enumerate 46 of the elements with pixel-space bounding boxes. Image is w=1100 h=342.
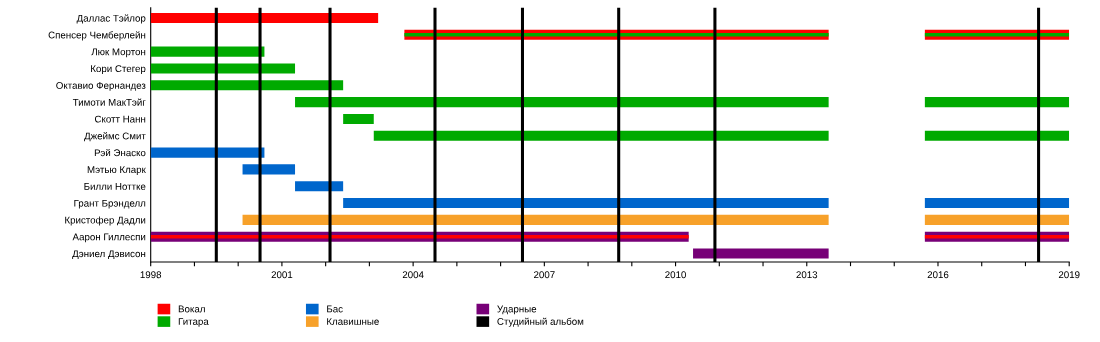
bar: [924, 97, 1070, 108]
x-tick-label: 1998: [140, 271, 162, 279]
y-tick-label: Октавио Фернандез: [56, 82, 146, 91]
bar: [343, 113, 374, 124]
legend-label: Бас: [327, 305, 343, 313]
y-tick-label: Кори Стегер: [91, 65, 146, 74]
x-tick-label: 2010: [665, 271, 686, 279]
y-tick-label: Мэтью Кларк: [87, 166, 146, 175]
bar: [150, 80, 344, 91]
bar: [373, 130, 829, 141]
bar: [343, 198, 829, 209]
bar: [924, 130, 1070, 141]
bar: [242, 214, 829, 225]
bar: [924, 214, 1070, 225]
y-tick-label: Рэй Энаско: [94, 148, 146, 157]
legend-label: Клавишные: [327, 318, 379, 325]
bar: [150, 46, 265, 57]
x-tick-label: 2019: [1058, 271, 1080, 279]
bar: [150, 63, 296, 74]
legend-label: Гитара: [178, 318, 209, 327]
x-tick-label: 2013: [796, 271, 818, 279]
legend-label: Вокал: [178, 305, 205, 313]
bar: [150, 12, 379, 24]
y-tick-label: Даллас Тэйлор: [76, 14, 146, 24]
bar: [295, 97, 829, 108]
x-tick-label: 2007: [534, 271, 555, 279]
bar: [242, 164, 296, 175]
y-tick-label: Тимоти МакТэйг: [72, 98, 146, 106]
y-tick-label: Кристофер Дадли: [65, 216, 146, 226]
bar: [924, 198, 1070, 209]
y-tick-label: Скотт Нанн: [94, 115, 146, 123]
bar: [693, 248, 829, 259]
y-tick-label: Билли Ноттке: [84, 183, 146, 190]
y-tick-label: Джеймс Смит: [84, 132, 146, 142]
y-tick-label: Дэниел Дэвисон: [72, 250, 146, 260]
x-tick-label: 2016: [927, 271, 949, 279]
bar: [150, 147, 265, 158]
y-tick-label: Люк Мортон: [91, 48, 146, 58]
legend-label: Студийный альбом: [497, 317, 584, 327]
x-tick-label: 2004: [402, 271, 424, 279]
y-tick-label: Спенсер Чемберлейн: [48, 31, 146, 41]
y-tick-label: Аарон Гиллеспи: [72, 233, 146, 243]
x-tick-label: 2001: [271, 271, 293, 279]
bar: [295, 181, 344, 192]
y-tick-label: Грант Брэнделл: [74, 199, 146, 209]
legend-label: Ударные: [497, 305, 537, 315]
